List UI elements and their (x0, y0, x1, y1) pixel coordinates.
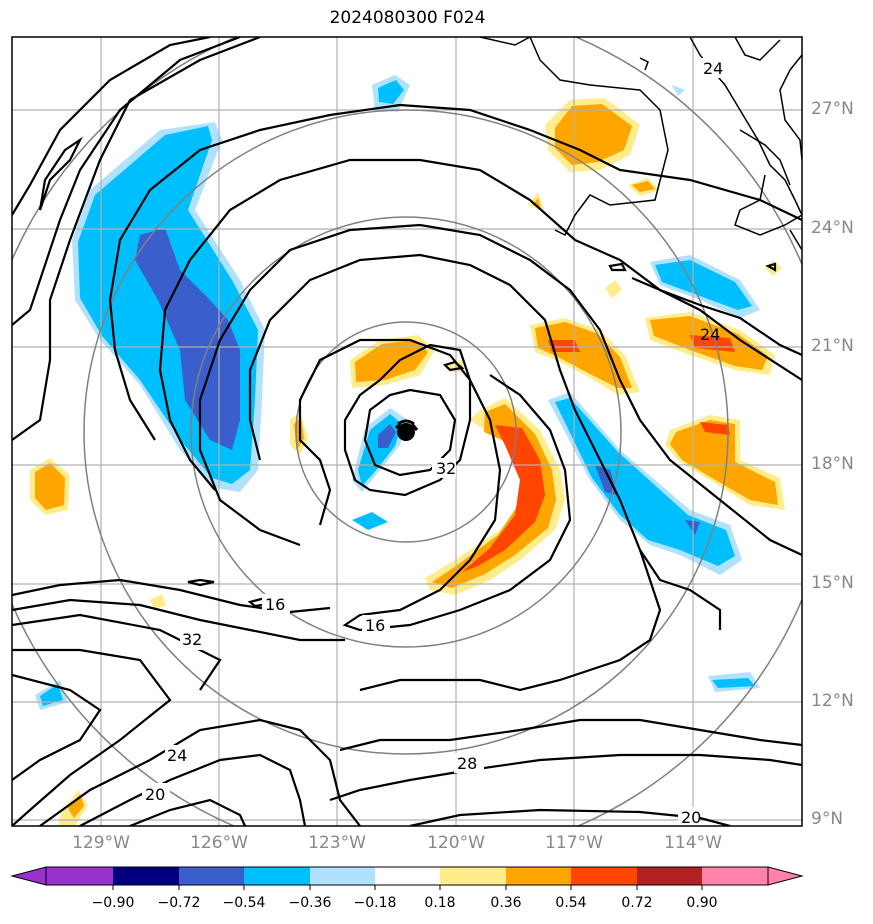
lon-label: 129°W (72, 833, 130, 853)
contour-label: 24 (167, 746, 187, 765)
colorbar-tick-label: 0.54 (555, 895, 587, 911)
lat-label: 21°N (811, 336, 854, 356)
colorbar-tick-label: 0.36 (490, 895, 522, 911)
lon-label: 114°W (664, 833, 722, 853)
colorbar-tick-label: 0.90 (686, 895, 718, 911)
map-title: 2024080300 F024 (329, 8, 486, 28)
coastline (479, 37, 802, 251)
colorbar-min-arrow (10, 866, 47, 886)
contour-label: 20 (145, 785, 165, 804)
contour-label: 20 (681, 808, 701, 827)
colorbar-tick-label: −0.72 (157, 895, 201, 911)
colorbar-tick-label: −0.36 (288, 895, 332, 911)
contour-label: 16 (265, 595, 285, 614)
contour-label: 24 (703, 59, 723, 78)
contour-lines (12, 37, 802, 826)
lat-label: 9°N (811, 809, 844, 829)
range-rings (12, 37, 802, 826)
colorbar-tick-label: −0.54 (222, 895, 266, 911)
plot-frame (11, 36, 803, 827)
contour-label: 32 (436, 459, 456, 478)
lat-label: 15°N (811, 573, 854, 593)
contour-label: 16 (365, 616, 385, 635)
contour-label: 28 (457, 754, 477, 773)
lat-label: 12°N (811, 691, 854, 711)
lat-label: 18°N (811, 454, 854, 474)
colorbar-tick-label: −0.18 (353, 895, 397, 911)
lon-label: 126°W (190, 833, 248, 853)
shaded-field (30, 75, 785, 826)
lat-label: 24°N (811, 218, 854, 238)
lat-label: 27°N (811, 99, 854, 119)
contour-labels: 24 32 16 16 32 24 20 28 20 24 (142, 58, 723, 827)
map-plot-area: 24 32 16 16 32 24 20 28 20 24 (12, 37, 802, 827)
hurricane-symbol-icon (394, 419, 419, 441)
colorbar-tick-label: 0.18 (424, 895, 456, 911)
colorbar-max-arrow (767, 866, 804, 886)
colorbar (10, 866, 804, 890)
lon-label: 120°W (427, 833, 485, 853)
lon-label: 117°W (545, 833, 603, 853)
contour-label: 24 (700, 325, 720, 344)
contour-label: 32 (182, 630, 202, 649)
colorbar-tick-label: −0.90 (91, 895, 135, 911)
colorbar-tick-label: 0.72 (621, 895, 653, 911)
lon-label: 123°W (308, 833, 366, 853)
